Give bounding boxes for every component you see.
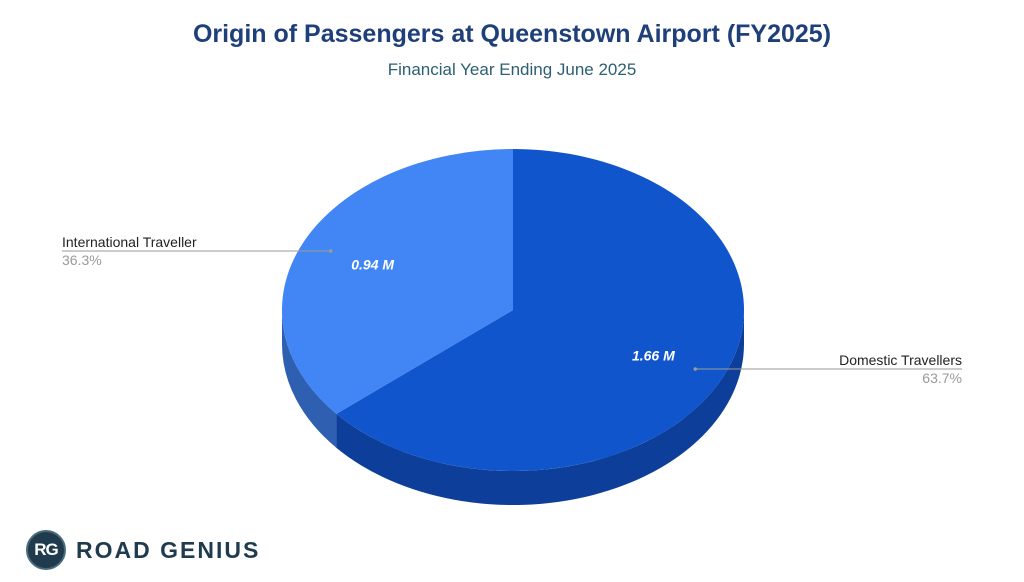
- pie-sides: [282, 310, 744, 506]
- logo-badge-icon: RG: [26, 530, 66, 570]
- callout-dot-1: [328, 249, 333, 253]
- pie-slice-side-0: [336, 310, 744, 506]
- callout-name-1: International Traveller: [62, 234, 197, 250]
- pie-slice-labels: 1.66 M 0.94 M: [351, 257, 675, 364]
- slice-value-label-1: 0.94 M: [351, 257, 394, 273]
- logo-text: ROAD GENIUS: [76, 536, 261, 563]
- pie-slice-side-1: [282, 310, 337, 448]
- pie-tops: [281, 149, 744, 471]
- callout-name-0: Domestic Travellers: [839, 352, 962, 368]
- chart-title: Origin of Passengers at Queenstown Airpo…: [192, 20, 832, 48]
- brand-logo: RG ROAD GENIUS: [26, 528, 260, 572]
- slice-value-label-0: 1.66 M: [632, 347, 675, 363]
- chart-subtitle: Financial Year Ending June 2025: [387, 60, 637, 79]
- pie-slice-1: [281, 149, 513, 414]
- callout-percent-0: 63.7%: [922, 370, 962, 386]
- pie-slice-0: [336, 149, 744, 471]
- callout-percent-1: 36.3%: [62, 252, 102, 268]
- pie-callouts: Domestic Travellers 63.7% International Tr…: [62, 234, 962, 386]
